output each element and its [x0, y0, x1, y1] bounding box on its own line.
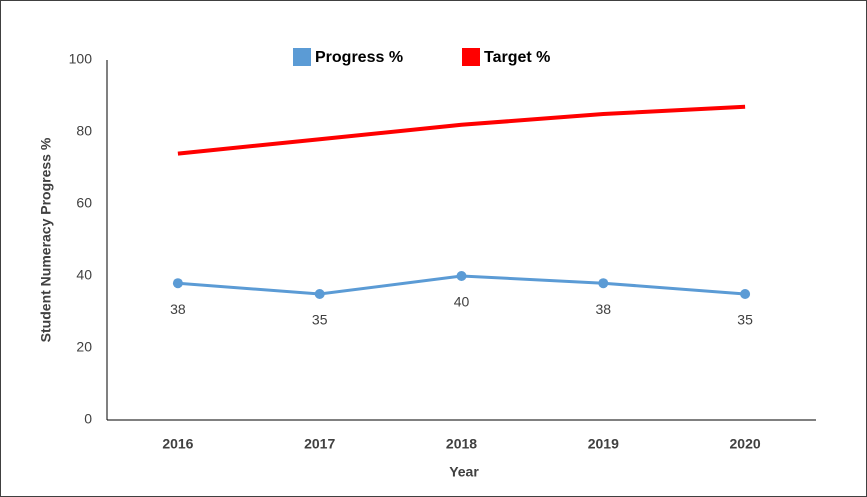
- data-label: 35: [737, 312, 753, 328]
- x-axis-label: Year: [449, 464, 479, 480]
- data-point: [314, 289, 325, 299]
- x-tick-label: 2017: [304, 436, 335, 452]
- legend-label: Progress %: [315, 49, 403, 66]
- y-tick-label: 20: [76, 339, 92, 355]
- y-tick-label: 40: [76, 267, 92, 283]
- y-tick-label: 60: [76, 195, 92, 211]
- legend-swatch: [293, 48, 311, 66]
- data-label: 38: [170, 301, 186, 317]
- series-line: [177, 104, 746, 156]
- data-point: [456, 271, 467, 281]
- data-point: [740, 289, 751, 299]
- y-tick-label: 0: [84, 411, 92, 427]
- y-tick-label: 100: [69, 51, 93, 67]
- x-tick-label: 2019: [588, 436, 619, 452]
- legend-label: Target %: [484, 49, 550, 66]
- data-point: [172, 278, 183, 289]
- legend-swatch: [462, 48, 480, 66]
- data-label: 38: [596, 301, 612, 317]
- data-point: [598, 278, 609, 289]
- data-label: 35: [312, 312, 328, 328]
- y-tick-label: 80: [76, 123, 92, 139]
- x-tick-label: 2020: [730, 436, 761, 452]
- x-tick-label: 2016: [162, 436, 193, 452]
- y-axis-label: Student Numeracy Progress %: [38, 137, 54, 342]
- x-tick-label: 2018: [446, 436, 477, 452]
- data-label: 40: [454, 294, 470, 310]
